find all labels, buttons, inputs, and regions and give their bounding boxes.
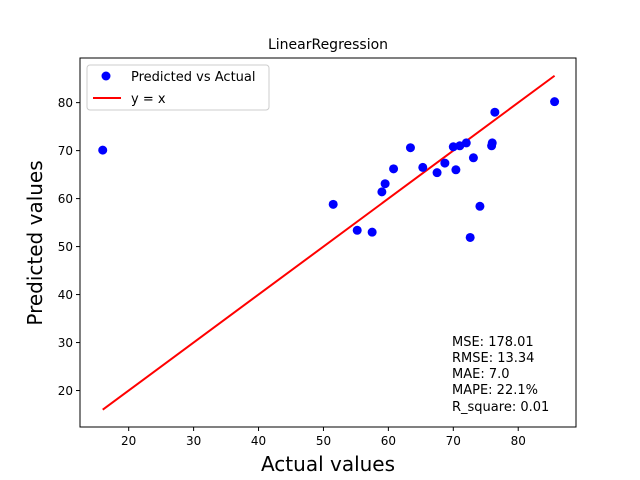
y-tick-label: 70 <box>58 144 73 158</box>
scatter-points <box>98 97 560 242</box>
x-tick-label: 50 <box>316 434 331 448</box>
scatter-point <box>389 164 399 174</box>
metric-mse: MSE: 178.01 <box>452 335 534 350</box>
legend: Predicted vs Actual y = x <box>86 64 270 111</box>
identity-line <box>102 74 556 411</box>
scatter-point <box>98 145 108 155</box>
scatter-point <box>468 153 478 163</box>
x-tick-label: 70 <box>446 434 461 448</box>
scatter-point <box>432 168 442 178</box>
legend-label-line: y = x <box>131 92 166 107</box>
scatter-point <box>328 199 338 209</box>
y-tick-label: 40 <box>58 288 73 302</box>
scatter-point <box>440 158 450 168</box>
scatter-point <box>490 107 500 117</box>
metric-mape: MAPE: 22.1% <box>452 383 538 398</box>
y-tick-label: 60 <box>58 192 73 206</box>
legend-marker-scatter <box>101 71 111 81</box>
legend-box <box>86 64 270 111</box>
metric-rmse: RMSE: 13.34 <box>452 351 534 366</box>
scatter-point <box>487 138 497 148</box>
reference-line-layer <box>102 74 556 411</box>
y-tick-label: 30 <box>58 336 73 350</box>
y-tick-label: 80 <box>58 96 73 110</box>
scatter-point <box>380 179 390 189</box>
x-tick-label: 40 <box>251 434 266 448</box>
legend-label-scatter: Predicted vs Actual <box>131 70 255 85</box>
scatter-point <box>461 138 471 148</box>
x-tick-label: 60 <box>381 434 396 448</box>
scatter-point <box>405 143 415 153</box>
metric-r-square: R_square: 0.01 <box>452 400 549 415</box>
scatter-point <box>550 97 560 107</box>
x-tick-label: 30 <box>186 434 201 448</box>
plot-frame <box>79 57 577 428</box>
scatter-point <box>465 232 475 242</box>
x-tick-label: 20 <box>121 434 136 448</box>
y-tick-label: 20 <box>58 384 73 398</box>
chart-title: LinearRegression <box>268 37 388 53</box>
y-tick-label: 50 <box>58 240 73 254</box>
axis-ticks: 20 30 40 50 60 70 80 20 30 40 50 60 70 80 <box>58 96 526 448</box>
y-axis-label: Predicted values <box>23 160 47 325</box>
scatter-point <box>475 201 485 211</box>
x-axis-label: Actual values <box>261 452 395 476</box>
scatter-point <box>451 165 461 175</box>
scatter-point <box>377 187 387 197</box>
metrics-annotation: MSE: 178.01 RMSE: 13.34 MAE: 7.0 MAPE: 2… <box>452 335 549 415</box>
metric-mae: MAE: 7.0 <box>452 367 510 382</box>
scatter-point <box>418 162 428 172</box>
x-tick-label: 80 <box>511 434 526 448</box>
scatter-point <box>352 225 362 235</box>
scatter-point <box>367 227 377 237</box>
